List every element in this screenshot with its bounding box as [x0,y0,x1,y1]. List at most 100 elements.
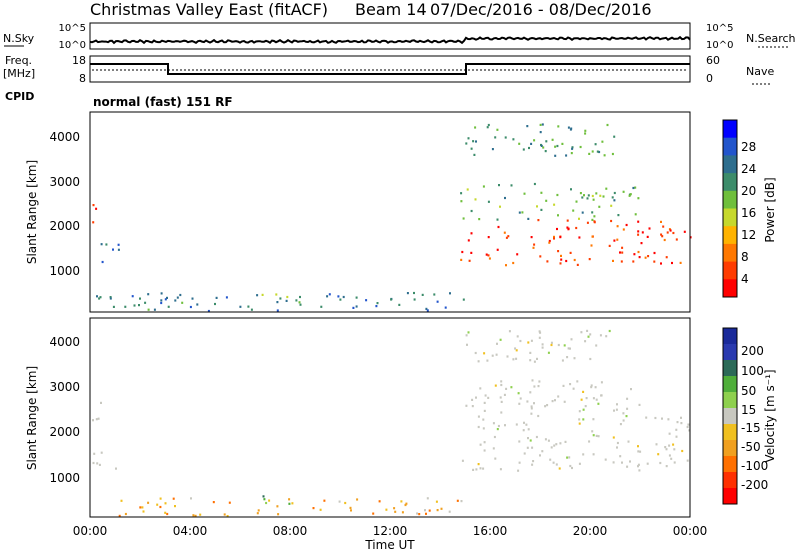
heatmap-cell [538,330,541,333]
heatmap-cell [629,193,632,196]
heatmap-cell [621,246,624,249]
heatmap-cell [590,386,593,389]
heatmap-cell [555,443,558,446]
x-tick: 08:00 [273,524,308,538]
velocity-ytick: 3000 [49,380,80,394]
heatmap-cell [557,250,560,253]
heatmap-cell [460,258,463,261]
heatmap-cell [592,434,595,437]
heatmap-cell [101,260,104,264]
heatmap-cell [616,238,619,241]
heatmap-cell [499,396,502,399]
colorbar-segment [723,173,737,192]
heatmap-cell [538,336,541,339]
heatmap-cell [626,465,629,468]
heatmap-cell [256,294,259,297]
colorbar-segment [723,190,737,209]
heatmap-cell [616,441,619,445]
heatmap-cell [648,227,651,230]
heatmap-cell [637,250,640,254]
velocity-ytick: 1000 [49,471,80,485]
heatmap-cell [256,512,259,515]
heatmap-cell [275,293,278,296]
heatmap-cell [626,397,629,400]
heatmap-cell [537,219,540,222]
heatmap-cell [556,193,559,197]
heatmap-cell [525,423,528,426]
heatmap-cell [516,335,519,338]
freq-series-line [90,63,690,75]
heatmap-cell [105,243,108,246]
heatmap-cell [598,205,601,208]
heatmap-cell [472,140,475,143]
heatmap-cell [109,297,112,300]
heatmap-cell [539,123,542,126]
heatmap-cell [559,236,562,239]
heatmap-cell [655,443,658,446]
heatmap-cell [584,405,587,408]
heatmap-cell [413,298,416,301]
power-ytick: 2000 [49,219,80,233]
heatmap-cell [487,254,490,257]
heatmap-cell [339,298,342,301]
heatmap-cell [638,403,641,406]
heatmap-cell [487,123,490,127]
heatmap-cell [556,144,559,148]
colorbar-segment [723,137,737,156]
heatmap-cell [518,440,521,443]
heatmap-cell [406,292,409,295]
heatmap-cell [527,437,529,440]
noise-tick-high: 10^5 [59,23,86,34]
heatmap-cell [653,251,656,255]
heatmap-cell [591,235,594,238]
power-ylabel: Slant Range [km] [25,160,39,264]
heatmap-cell [462,298,465,301]
heatmap-cell [425,307,428,310]
heatmap-cell [666,231,669,234]
heatmap-cell [529,439,532,442]
heatmap-cell [356,498,359,501]
heatmap-cell [573,258,576,262]
heatmap-cell [613,135,616,138]
heatmap-cell [580,331,583,334]
heatmap-cell [637,220,640,223]
heatmap-cell [479,387,482,390]
heatmap-cell [553,235,555,238]
heatmap-cell [482,185,485,188]
colorbar-segment [723,472,737,489]
colorbar-segment [723,344,737,361]
heatmap-cell [595,398,598,401]
heatmap-cell [621,461,623,464]
heatmap-cell [194,514,197,517]
heatmap-cell [131,295,134,298]
heatmap-cell [591,194,594,198]
heatmap-cell [483,352,486,355]
heatmap-cell [328,293,331,296]
heatmap-cell [552,461,555,464]
heatmap-cell [276,301,279,304]
heatmap-cell [659,461,662,465]
heatmap-cell [530,142,533,145]
heatmap-cell [554,145,557,148]
heatmap-cell [547,351,550,354]
heatmap-cell [660,262,662,265]
heatmap-cell [626,407,629,410]
heatmap-cell [578,422,581,425]
heatmap-cell [595,434,598,437]
colorbar-segment [723,488,737,505]
power-ytick: 1000 [49,264,80,278]
heatmap-cell [425,512,427,515]
heatmap-cell [483,449,486,452]
heatmap-cell [214,302,216,306]
heatmap-cell [398,303,401,306]
heatmap-cell [167,305,170,308]
heatmap-cell [542,146,545,149]
heatmap-cell [531,446,534,449]
heatmap-cell [488,257,491,260]
heatmap-cell [569,383,572,386]
freq-tick-low: 8 [79,72,86,85]
heatmap-cell [595,192,598,195]
heatmap-cell [518,142,521,145]
power-panel-frame [89,111,691,313]
